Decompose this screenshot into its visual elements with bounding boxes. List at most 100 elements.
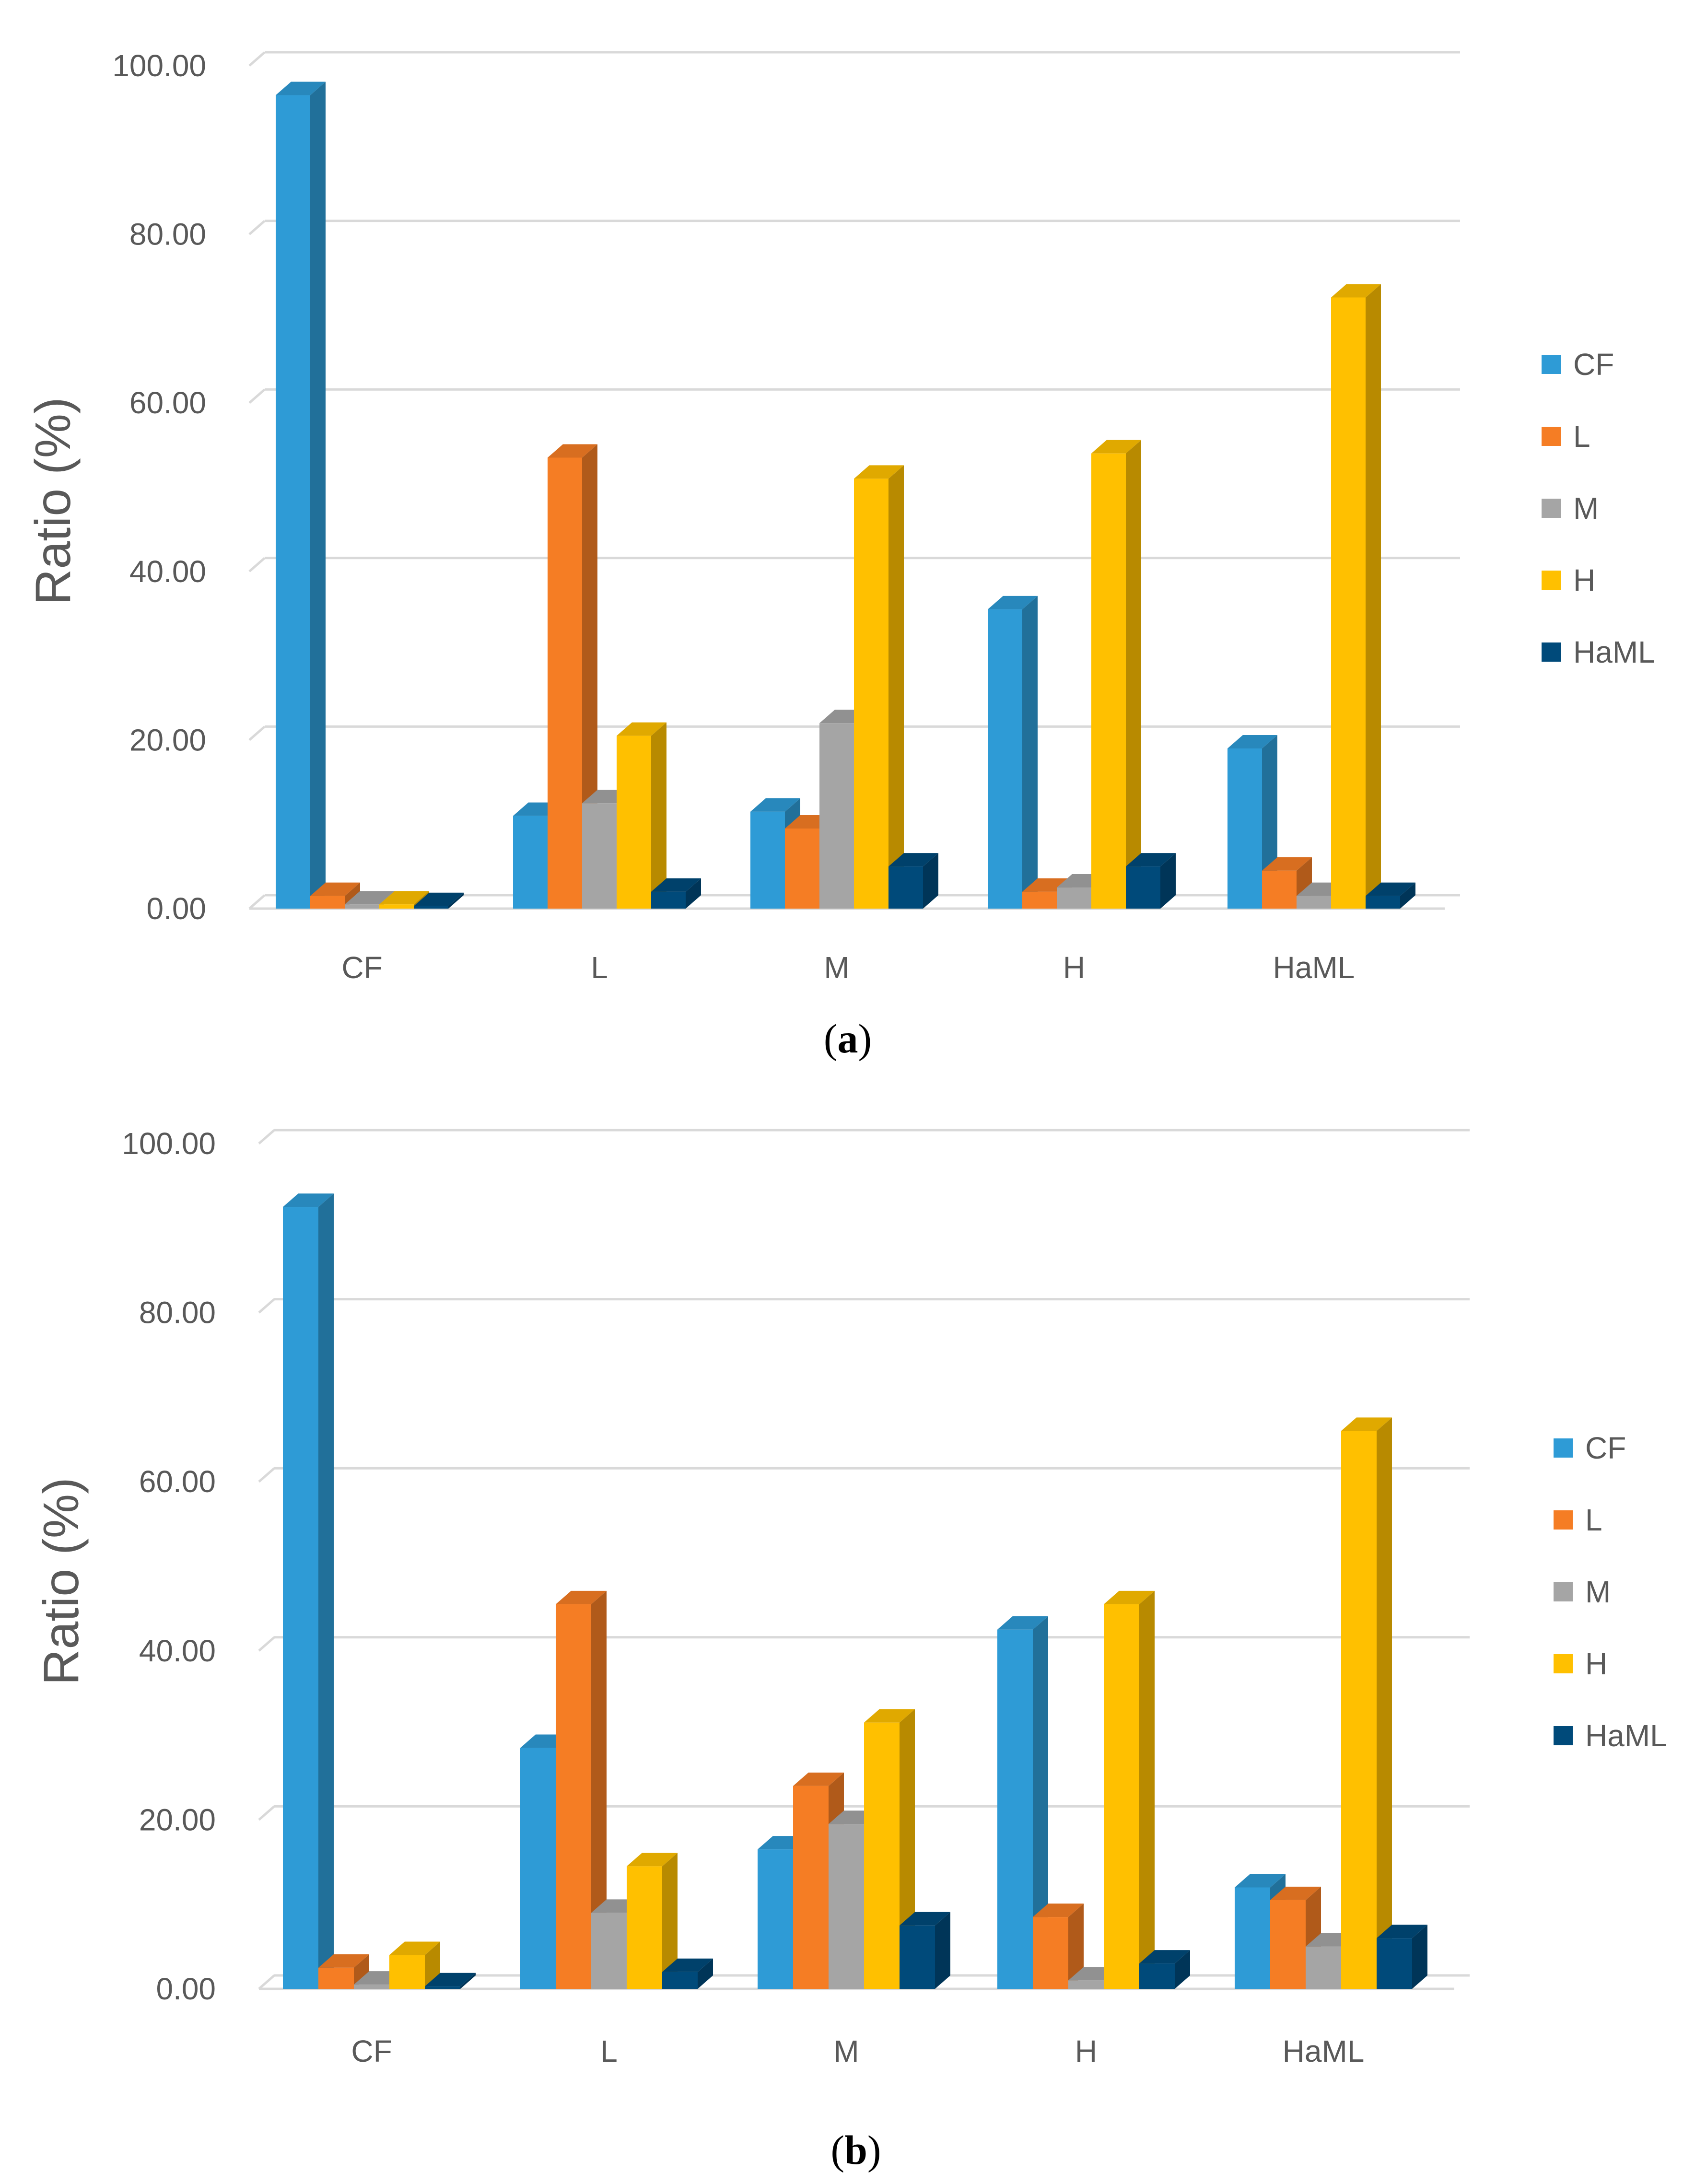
bar-l-haml bbox=[651, 878, 701, 909]
x-category-label: L bbox=[600, 2034, 618, 2068]
bar-cf-h bbox=[389, 1941, 440, 1989]
legend-item-cf: CF bbox=[1542, 347, 1614, 382]
chart-a-panel-label: (a) bbox=[824, 1016, 872, 1062]
bar-haml-h bbox=[1331, 284, 1381, 909]
legend-swatch bbox=[1554, 1726, 1573, 1745]
gridline-depth bbox=[248, 388, 266, 404]
chart-b-y-axis-label: Ratio (%) bbox=[34, 1477, 89, 1685]
chart-a-legend: CF L M H HaML bbox=[1542, 347, 1655, 669]
legend-label: HaML bbox=[1573, 635, 1655, 669]
chart-b-panel-label: (b) bbox=[830, 2127, 881, 2173]
x-category-label: H bbox=[1075, 2034, 1097, 2068]
chart-a-axes: 0.00 20.00 40.00 60.00 80.00 100.00 CF L M H HaML bbox=[112, 48, 1355, 985]
bar-cf-haml bbox=[414, 892, 464, 909]
x-category-label: HaML bbox=[1273, 950, 1355, 985]
legend-item-h: H bbox=[1542, 563, 1595, 597]
legend-item-l: L bbox=[1542, 419, 1590, 454]
y-tick-label: 100.00 bbox=[112, 48, 206, 83]
bar-l-l bbox=[548, 444, 597, 909]
legend-swatch bbox=[1542, 355, 1561, 374]
gridline-depth bbox=[258, 1298, 275, 1314]
bar-m-h bbox=[854, 465, 904, 909]
x-category-label: L bbox=[591, 950, 608, 985]
legend-swatch bbox=[1554, 1438, 1573, 1458]
bar-cf-cf bbox=[283, 1193, 334, 1989]
y-tick-label: 20.00 bbox=[139, 1802, 216, 1837]
bar-l-h bbox=[627, 1853, 678, 1989]
legend-swatch bbox=[1542, 571, 1561, 590]
y-tick-label: 0.00 bbox=[156, 1972, 216, 2006]
bar-haml-haml bbox=[1377, 1925, 1427, 1989]
y-tick-label: 60.00 bbox=[139, 1464, 216, 1499]
y-tick-label: 100.00 bbox=[122, 1126, 216, 1161]
bar-h-h bbox=[1091, 440, 1141, 909]
bar-haml-l bbox=[1262, 857, 1312, 909]
gridline-depth bbox=[248, 557, 266, 572]
x-category-label: CF bbox=[351, 2034, 392, 2068]
legend-label: H bbox=[1573, 563, 1595, 597]
gridline-depth bbox=[248, 220, 266, 235]
gridline-depth bbox=[248, 894, 266, 910]
chart-a-y-axis-label: Ratio (%) bbox=[25, 397, 81, 605]
bar-haml-haml bbox=[1366, 882, 1415, 909]
y-tick-label: 20.00 bbox=[129, 723, 206, 757]
bar-h-haml bbox=[1139, 1950, 1190, 1989]
legend-item-h: H bbox=[1554, 1647, 1607, 1681]
x-category-label: M bbox=[833, 2034, 859, 2068]
gridline-depth bbox=[258, 1805, 275, 1821]
legend-swatch bbox=[1542, 427, 1561, 446]
bar-l-haml bbox=[662, 1958, 713, 1989]
chart-a-bars bbox=[276, 82, 1415, 909]
bar-cf-haml bbox=[425, 1973, 476, 1989]
bar-cf-cf bbox=[276, 82, 326, 909]
y-tick-label: 40.00 bbox=[139, 1634, 216, 1668]
bar-h-haml bbox=[1126, 853, 1176, 909]
gridline-depth bbox=[258, 1974, 275, 1990]
legend-item-cf: CF bbox=[1554, 1431, 1626, 1465]
legend-item-m: M bbox=[1554, 1575, 1611, 1609]
y-tick-label: 80.00 bbox=[129, 217, 206, 252]
legend-swatch bbox=[1554, 1510, 1573, 1530]
legend-swatch bbox=[1554, 1582, 1573, 1601]
legend-item-haml: HaML bbox=[1542, 635, 1655, 669]
bar-m-haml bbox=[900, 1912, 950, 1989]
bar-cf-l bbox=[318, 1954, 369, 1989]
legend-label: M bbox=[1573, 491, 1599, 526]
gridline-depth bbox=[258, 1129, 275, 1145]
x-category-label: M bbox=[824, 950, 849, 985]
legend-swatch bbox=[1542, 642, 1561, 662]
chart-b-bars bbox=[283, 1193, 1427, 1989]
legend-item-haml: HaML bbox=[1554, 1718, 1667, 1753]
legend-item-l: L bbox=[1554, 1503, 1602, 1537]
gridline-depth bbox=[258, 1467, 275, 1483]
legend-label: CF bbox=[1573, 347, 1614, 382]
bar-h-cf bbox=[988, 596, 1038, 909]
bar-l-l bbox=[556, 1590, 607, 1989]
bar-haml-h bbox=[1341, 1417, 1392, 1989]
legend-label: HaML bbox=[1585, 1718, 1667, 1753]
legend-label: L bbox=[1573, 419, 1590, 454]
bar-h-cf bbox=[997, 1616, 1048, 1989]
legend-swatch bbox=[1542, 499, 1561, 518]
gridline-depth bbox=[248, 51, 266, 67]
chart-b-legend: CF L M H HaML bbox=[1554, 1431, 1667, 1753]
legend-swatch bbox=[1554, 1654, 1573, 1673]
y-tick-label: 60.00 bbox=[129, 385, 206, 420]
y-tick-label: 0.00 bbox=[146, 891, 206, 926]
x-category-label: CF bbox=[341, 950, 382, 985]
gridline-depth bbox=[258, 1636, 275, 1652]
bar-m-haml bbox=[888, 853, 938, 909]
legend-label: M bbox=[1585, 1575, 1611, 1609]
legend-label: L bbox=[1585, 1503, 1602, 1537]
legend-label: CF bbox=[1585, 1431, 1626, 1465]
gridline-depth bbox=[248, 725, 266, 741]
x-category-label: H bbox=[1063, 950, 1085, 985]
legend-label: H bbox=[1585, 1647, 1607, 1681]
x-category-label: HaML bbox=[1283, 2034, 1365, 2068]
bar-l-h bbox=[617, 722, 666, 909]
bar-h-l bbox=[1033, 1904, 1084, 1989]
chart-b-axes: 0.00 20.00 40.00 60.00 80.00 100.00 CF L M H HaML bbox=[122, 1126, 1364, 2068]
